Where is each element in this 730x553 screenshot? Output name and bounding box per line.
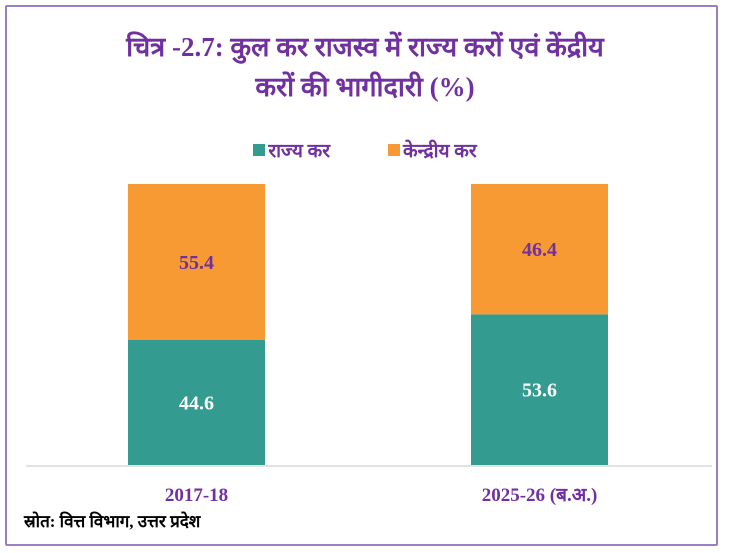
legend: राज्य कर केन्द्रीय कर: [0, 137, 730, 163]
chart-title-line1: चित्र -2.7: कुल कर राजस्व में राज्य करों…: [126, 32, 604, 62]
legend-item-central-tax: केन्द्रीय कर: [388, 137, 477, 163]
bar-state-0: [128, 339, 265, 465]
legend-swatch-state-tax: [253, 144, 266, 156]
data-label: 46.4: [522, 239, 557, 261]
chart-frame: [5, 5, 718, 546]
legend-item-state-tax: राज्य कर: [253, 137, 330, 163]
bar-central-1: [471, 184, 608, 315]
x-tick-label: 2025-26 (ब.अ.): [482, 485, 598, 506]
legend-label: केन्द्रीय कर: [403, 141, 477, 162]
data-label: 55.4: [179, 252, 214, 274]
source-note: स्रोत: वित्त विभाग, उत्तर प्रदेश: [24, 512, 201, 531]
legend-label: राज्य कर: [268, 141, 331, 162]
legend-swatch-central-tax: [388, 144, 401, 156]
bar-central-0: [128, 184, 265, 340]
chart-title-line2: करों की भागीदारी (%): [255, 72, 475, 102]
data-label: 44.6: [179, 392, 214, 414]
data-label: 53.6: [522, 380, 557, 402]
x-tick-label: 2017-18: [165, 485, 228, 506]
bar-state-1: [471, 314, 608, 465]
